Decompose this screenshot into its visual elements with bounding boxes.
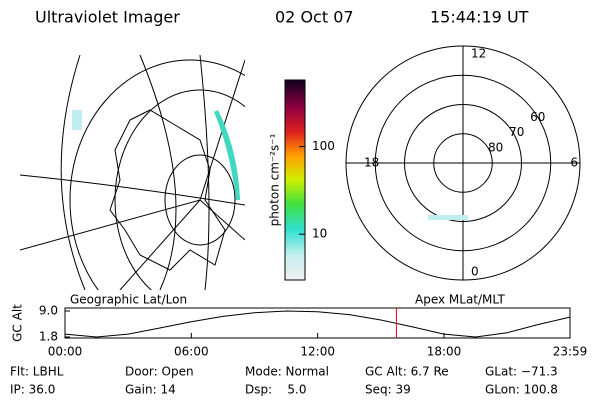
y-tick-label: 9.0 <box>39 304 58 318</box>
y-label: GC Alt <box>11 304 25 342</box>
y-tick-label: 1.8 <box>39 330 58 344</box>
footer-field: Dsp: 5.0 <box>245 383 307 397</box>
aurora <box>428 215 468 220</box>
footer-field: GC Alt: 6.7 Re <box>365 365 449 379</box>
x-tick-label: 00:00 <box>48 345 83 359</box>
right-label: Apex MLat/MLT <box>415 293 505 307</box>
altitude-line <box>64 310 571 338</box>
globe <box>20 54 245 290</box>
footer-field: IP: 36.0 <box>10 383 55 397</box>
mlt-label: 0 <box>471 265 479 279</box>
footer-field: Flt: LBHL <box>10 365 64 379</box>
x-tick-label: 06:00 <box>174 345 209 359</box>
date: 02 Oct 07 <box>275 8 354 27</box>
x-tick-label: 23:59 <box>553 345 588 359</box>
footer-field: GLat: −71.3 <box>485 365 558 379</box>
title: Ultraviolet Imager <box>35 8 180 27</box>
colorbar-tick-label: 100 <box>312 139 335 153</box>
mlt-label: 18 <box>364 156 379 170</box>
ring-label: 80 <box>488 140 503 154</box>
ring-label: 60 <box>530 110 545 124</box>
x-tick-label: 18:00 <box>427 345 462 359</box>
ring-label: 70 <box>509 125 524 139</box>
footer-field: Seq: 39 <box>365 383 411 397</box>
mlt-label: 6 <box>570 156 578 170</box>
footer-field: Door: Open <box>125 365 194 379</box>
left-label: Geographic Lat/Lon <box>70 293 187 307</box>
colorbar-label: photon cm⁻²s⁻¹ <box>268 133 282 226</box>
x-tick-label: 12:00 <box>300 345 335 359</box>
time: 15:44:19 UT <box>430 8 529 27</box>
footer-field: GLon: 100.8 <box>485 383 558 397</box>
colorbar-tick-label: 10 <box>312 227 327 241</box>
footer-field: Mode: Normal <box>245 365 329 379</box>
footer-field: Gain: 14 <box>125 383 176 397</box>
colorbar <box>284 79 306 281</box>
mlt-label: 12 <box>471 47 486 61</box>
